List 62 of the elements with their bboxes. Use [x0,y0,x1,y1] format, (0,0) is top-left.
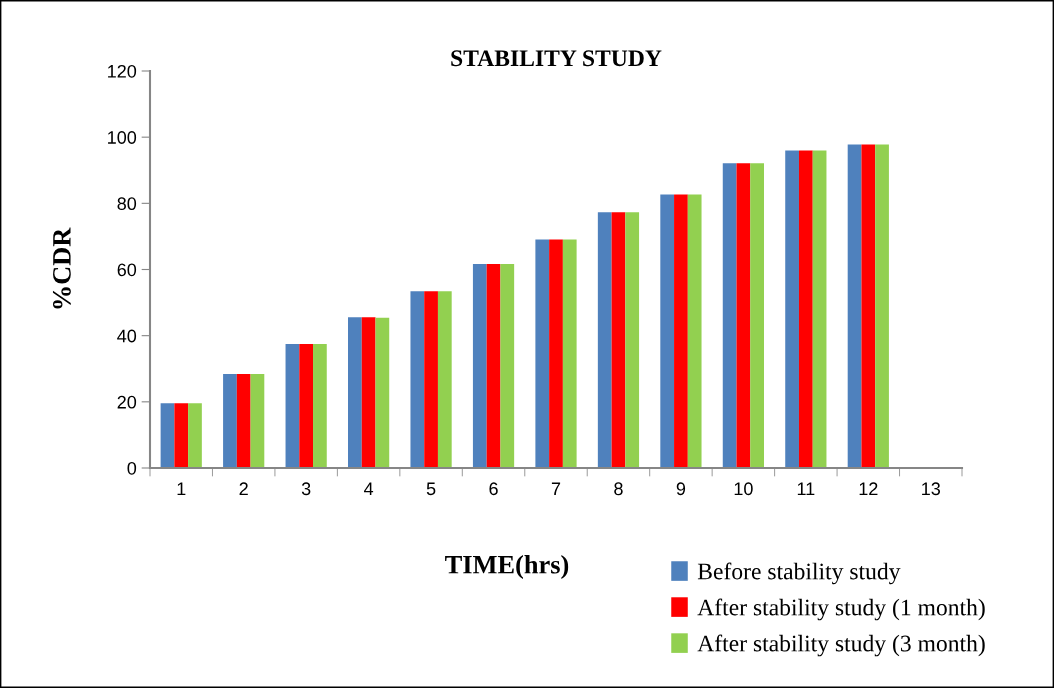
x-tick-label: 9 [676,482,686,496]
bar [472,263,487,468]
legend-label: Before stability study [697,562,901,585]
legend-label: After stability study (3 month) [697,634,985,657]
y-tick-label: 120 [108,64,137,78]
bar [798,150,813,468]
y-tick-label: 60 [117,263,137,277]
y-tick-label: 100 [108,131,137,144]
x-tick-label: 11 [797,482,815,495]
bar [250,374,265,468]
legend-label: After stability study (1 month) [697,598,985,621]
bar [437,291,452,468]
bar [722,163,737,468]
bar [611,212,626,468]
x-tick-label: 3 [301,482,311,496]
bar [861,144,876,468]
bar [424,291,438,468]
bar [313,343,327,468]
y-tick-label: 20 [117,395,137,409]
bar [847,144,862,468]
chart-title: STABILITY STUDY [451,50,662,67]
bar [687,194,702,468]
bar [299,343,314,468]
bar [674,194,688,468]
y-tick-label: 40 [117,329,137,343]
x-tick-label: 4 [364,482,374,495]
bar [160,403,175,468]
bar [875,144,889,468]
bar [285,343,300,468]
bar [500,263,515,468]
bar [188,403,202,468]
y-axis-title: %CDR [52,227,71,309]
x-tick-label: 7 [551,482,561,495]
bar [375,317,390,468]
bar [348,317,362,468]
bar [812,150,827,468]
x-tick-label: 5 [426,482,436,496]
bar [562,239,577,468]
bar [750,163,764,468]
bar [223,374,237,468]
bar [785,150,799,468]
x-tick-label: 8 [614,482,623,496]
bar [174,403,189,468]
bar [361,317,376,468]
bar [410,291,425,468]
bar [486,263,501,468]
y-tick-label: 80 [117,197,137,211]
bar [625,212,640,468]
x-tick-label: 1 [177,482,186,495]
bar [660,194,675,468]
x-axis-title: TIME(hrs) [445,555,569,579]
bar [597,212,612,468]
bar [549,239,563,468]
x-tick-label: 2 [239,482,248,495]
bar [736,163,751,468]
bar [236,374,251,468]
x-tick-label: 10 [734,482,753,496]
x-tick-label: 6 [489,482,498,496]
bar [535,239,550,468]
x-tick-label: 12 [859,482,878,495]
x-tick-label: 13 [922,482,941,496]
y-tick-label: 0 [127,461,137,475]
